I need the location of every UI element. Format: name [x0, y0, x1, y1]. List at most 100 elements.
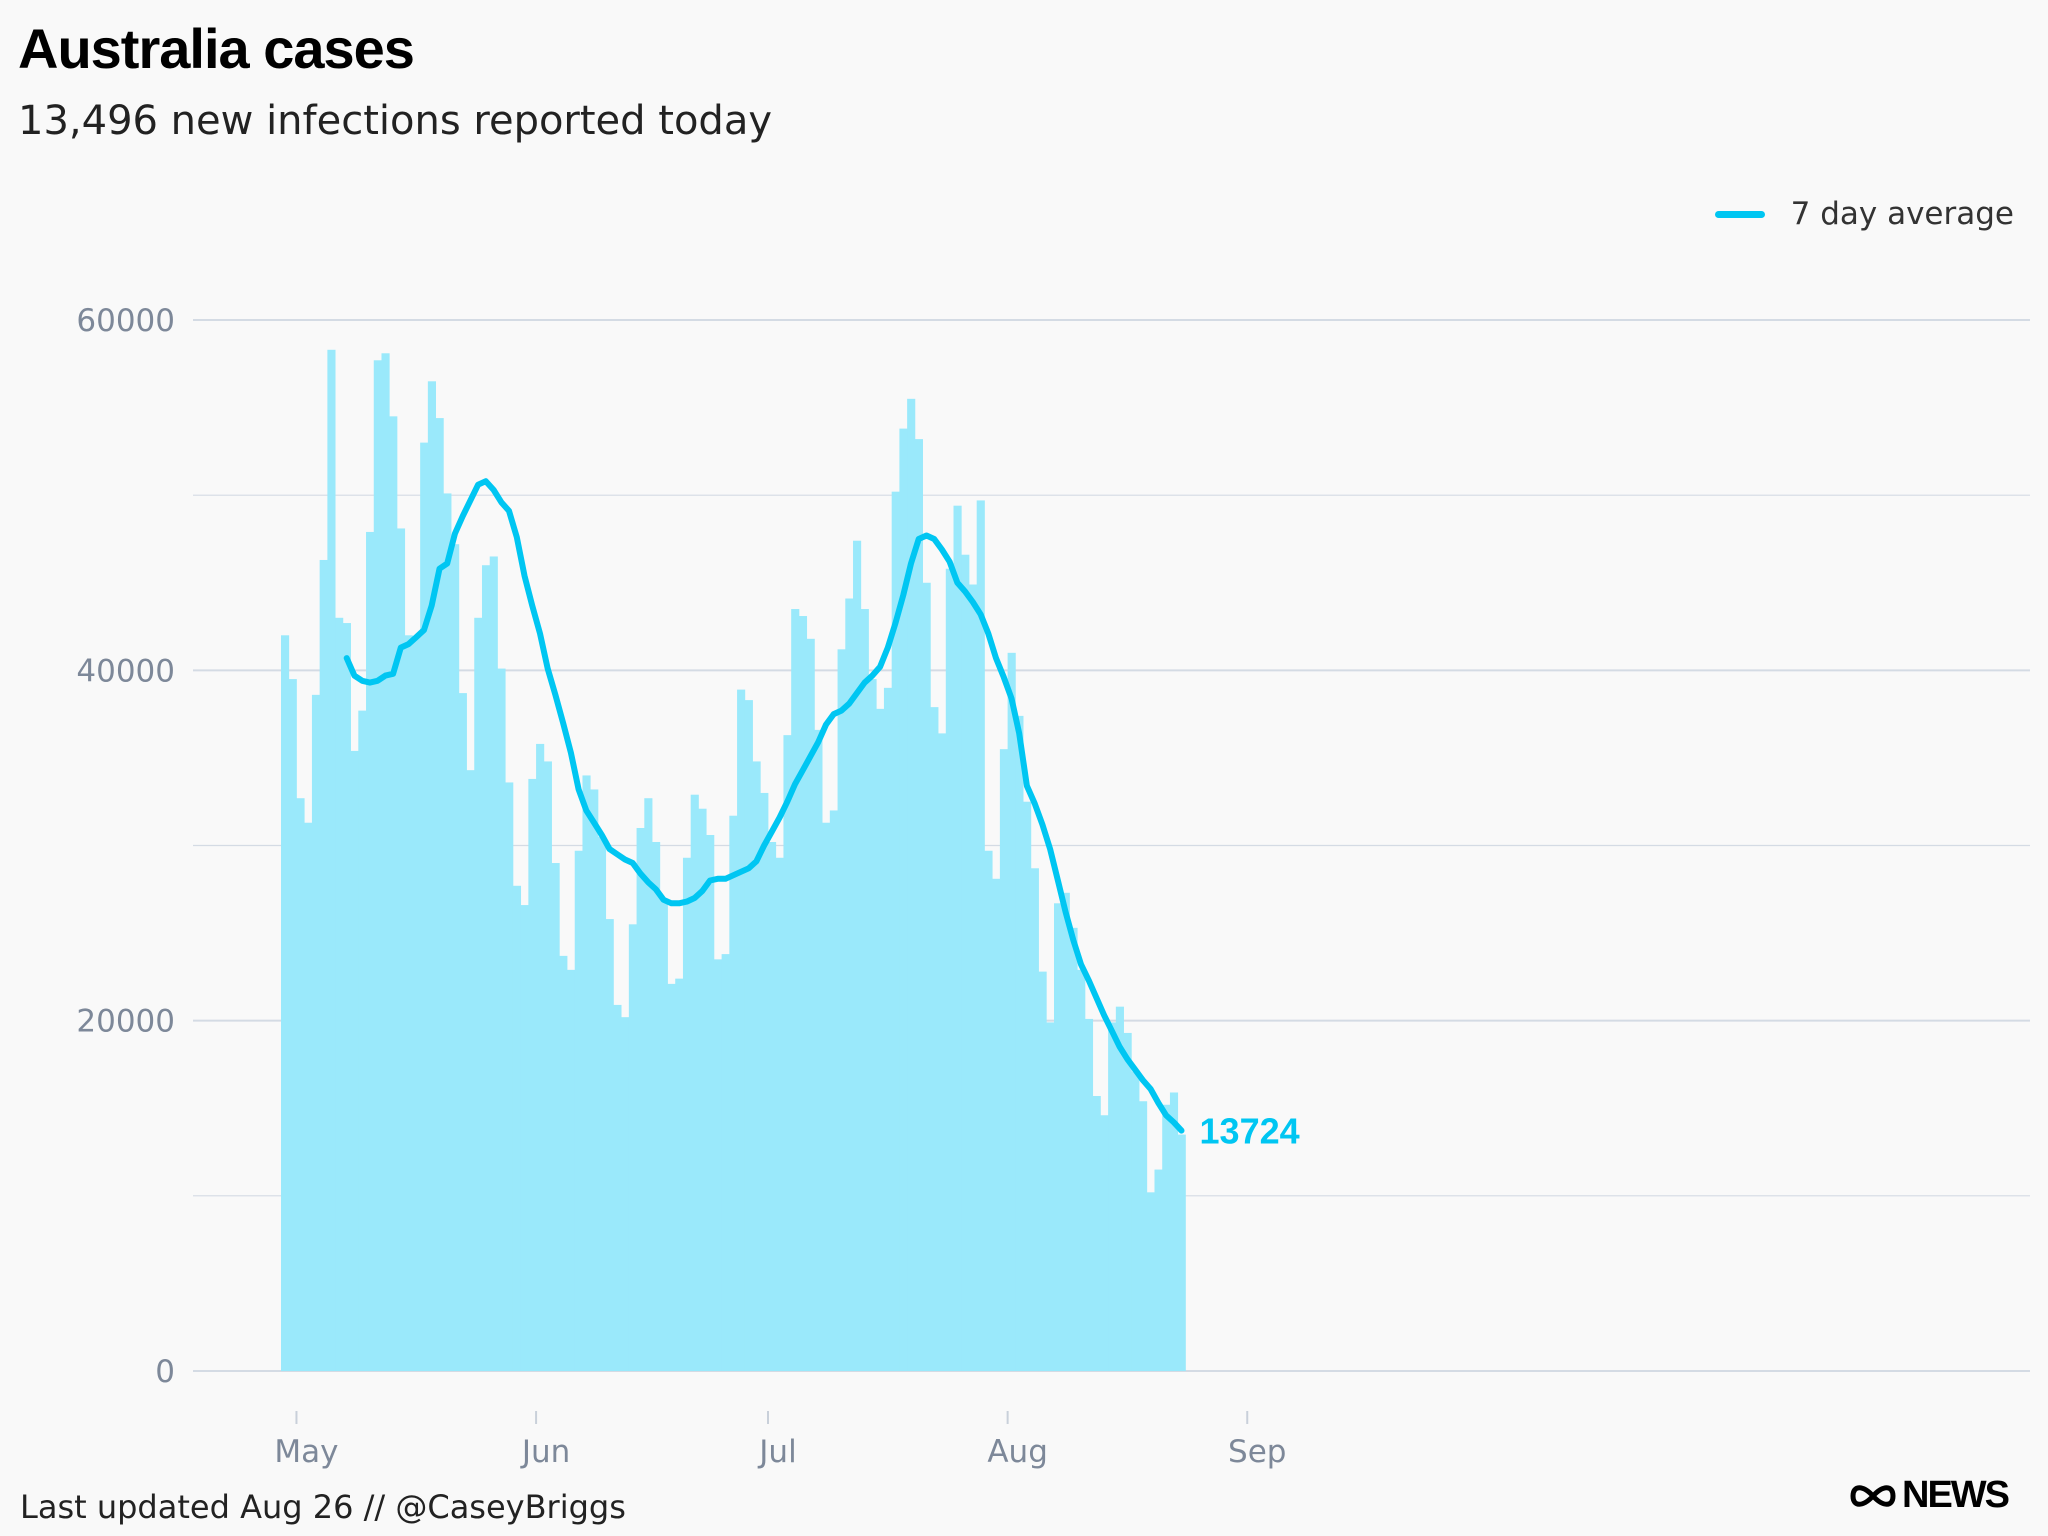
case-bar — [574, 850, 583, 1371]
chart-title: Australia cases — [18, 17, 415, 80]
case-bar — [613, 1004, 622, 1371]
case-bar — [1069, 927, 1078, 1371]
case-bar — [1108, 1022, 1117, 1371]
case-bar — [319, 559, 328, 1371]
x-tick-label: Aug — [987, 1434, 1048, 1470]
case-bar — [304, 822, 313, 1371]
case-bar — [814, 729, 823, 1371]
case-bar — [1023, 801, 1032, 1371]
case-bar — [381, 353, 390, 1371]
case-bar — [1115, 1006, 1124, 1371]
case-bar — [775, 857, 784, 1371]
footer-credit: Last updated Aug 26 // @CaseyBriggs — [20, 1488, 626, 1526]
case-bar — [551, 863, 560, 1371]
case-bar — [1162, 1104, 1171, 1371]
case-bar — [567, 969, 576, 1371]
case-bar — [489, 556, 498, 1371]
abc-news-logo: NEWS — [1850, 1474, 2010, 1517]
case-bar — [806, 638, 815, 1371]
case-bar — [590, 789, 599, 1371]
case-bar — [1046, 1022, 1055, 1371]
case-bar — [1054, 903, 1063, 1371]
case-bar — [443, 493, 452, 1371]
case-bar — [628, 924, 637, 1371]
case-bar — [853, 540, 862, 1371]
case-bar — [1038, 971, 1047, 1371]
case-bar — [682, 857, 692, 1371]
case-bar — [659, 899, 668, 1371]
case-bar — [984, 850, 993, 1371]
case-bar — [366, 531, 375, 1371]
case-bar — [1092, 1095, 1101, 1371]
case-bar — [798, 616, 808, 1371]
case-bar — [876, 708, 885, 1371]
case-bar — [938, 733, 947, 1371]
case-bar — [296, 798, 305, 1371]
case-bar — [883, 687, 893, 1371]
case-bar — [698, 808, 707, 1371]
case-bar — [420, 442, 429, 1371]
case-bar — [953, 505, 962, 1372]
case-bar — [907, 398, 916, 1371]
case-bar — [899, 428, 908, 1371]
case-bar — [1154, 1169, 1163, 1371]
x-tick-label: May — [274, 1434, 338, 1470]
case-bar — [621, 1017, 630, 1371]
case-bar — [451, 544, 460, 1371]
case-bar — [404, 635, 413, 1371]
case-bar — [605, 919, 614, 1371]
case-bar — [729, 815, 738, 1371]
case-bar — [752, 761, 761, 1371]
case-bar — [1007, 652, 1016, 1371]
case-bar — [1177, 1134, 1186, 1371]
case-bar — [791, 609, 800, 1371]
abc-lissajous-icon — [1850, 1484, 1896, 1507]
case-bar — [922, 582, 931, 1371]
case-bar — [512, 885, 522, 1371]
x-tick-label: Jun — [520, 1434, 570, 1470]
case-bar — [466, 770, 475, 1371]
x-tick-label: Sep — [1228, 1434, 1286, 1470]
case-bar — [891, 491, 900, 1371]
case-bar — [845, 598, 854, 1371]
logo-text: NEWS — [1902, 1474, 2010, 1516]
case-bar — [350, 750, 359, 1371]
case-bar — [636, 827, 645, 1371]
case-bar — [1131, 1071, 1140, 1371]
case-bar — [713, 959, 723, 1371]
seven-day-average-line — [343, 478, 1185, 1134]
average-line — [343, 478, 1185, 1134]
case-bar — [335, 617, 344, 1371]
case-bar — [505, 782, 514, 1371]
x-tick-label: Jul — [757, 1434, 796, 1470]
end-value-label: 13724 — [1200, 1111, 1300, 1152]
case-bar — [760, 792, 769, 1371]
case-bar — [968, 584, 978, 1371]
case-bar — [458, 693, 467, 1371]
case-bar — [644, 798, 653, 1371]
case-bar — [396, 528, 406, 1371]
case-bar — [427, 381, 436, 1371]
case-bar — [1061, 892, 1070, 1371]
case-bar — [930, 707, 939, 1371]
case-bar — [497, 668, 506, 1371]
case-bar — [829, 810, 838, 1371]
case-bar — [412, 637, 421, 1371]
case-bar — [311, 694, 321, 1371]
case-bar — [783, 735, 792, 1371]
legend-label: 7 day average — [1790, 196, 2014, 232]
case-bar — [667, 983, 676, 1371]
case-bar — [389, 416, 398, 1371]
case-bar — [860, 609, 869, 1371]
case-bar — [690, 794, 699, 1371]
case-bar — [868, 679, 877, 1371]
case-bar — [914, 439, 923, 1371]
case-bar — [373, 360, 382, 1371]
case-bar — [767, 841, 777, 1371]
case-bar — [1015, 715, 1024, 1371]
case-bar — [559, 955, 568, 1371]
case-bar — [288, 679, 297, 1371]
legend-swatch — [1714, 210, 1765, 218]
case-bar — [327, 349, 336, 1371]
